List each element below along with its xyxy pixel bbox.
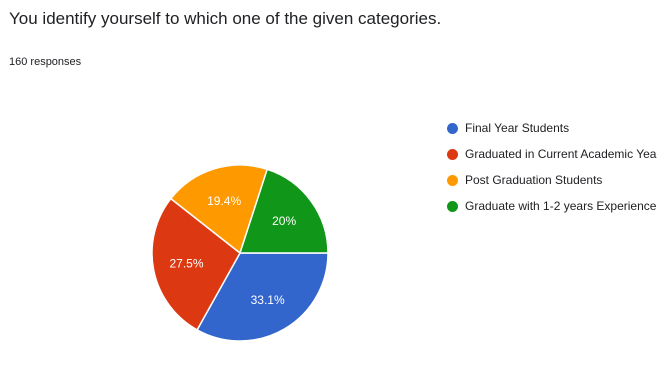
pie-slice-final-year[interactable] [196,252,329,342]
legend-swatch [447,174,458,186]
legend-swatch [447,122,458,134]
legend-item-graduated-current[interactable]: Graduated in Current Academic Year [447,145,657,163]
chart-legend: Final Year Students Graduated in Current… [447,119,657,223]
response-count: 160 responses [9,56,82,68]
legend-item-graduate-experience[interactable]: Graduate with 1-2 years Experience [447,197,657,215]
pie-slice-graduate-experience[interactable] [238,168,329,254]
slice-label-post-graduation: 19.4% [207,194,241,208]
slice-label-graduated-current: 27.5% [169,257,203,271]
legend-label: Post Graduation Students [465,173,603,187]
pie-slice-post-graduation[interactable] [169,164,269,255]
legend-label: Graduate with 1-2 years Experience [465,199,657,213]
slice-label-final-year: 33.1% [251,293,285,307]
legend-label: Graduated in Current Academic Year [465,147,657,161]
legend-swatch [447,200,458,212]
legend-swatch [447,148,458,160]
legend-label: Final Year Students [465,121,570,135]
legend-item-post-graduation[interactable]: Post Graduation Students [447,171,657,189]
slice-label-graduate-experience: 20% [272,214,296,228]
legend-item-final-year[interactable]: Final Year Students [447,119,657,137]
pie-slice-graduated-current[interactable] [151,197,241,331]
question-title: You identify yourself to which one of th… [9,9,442,28]
